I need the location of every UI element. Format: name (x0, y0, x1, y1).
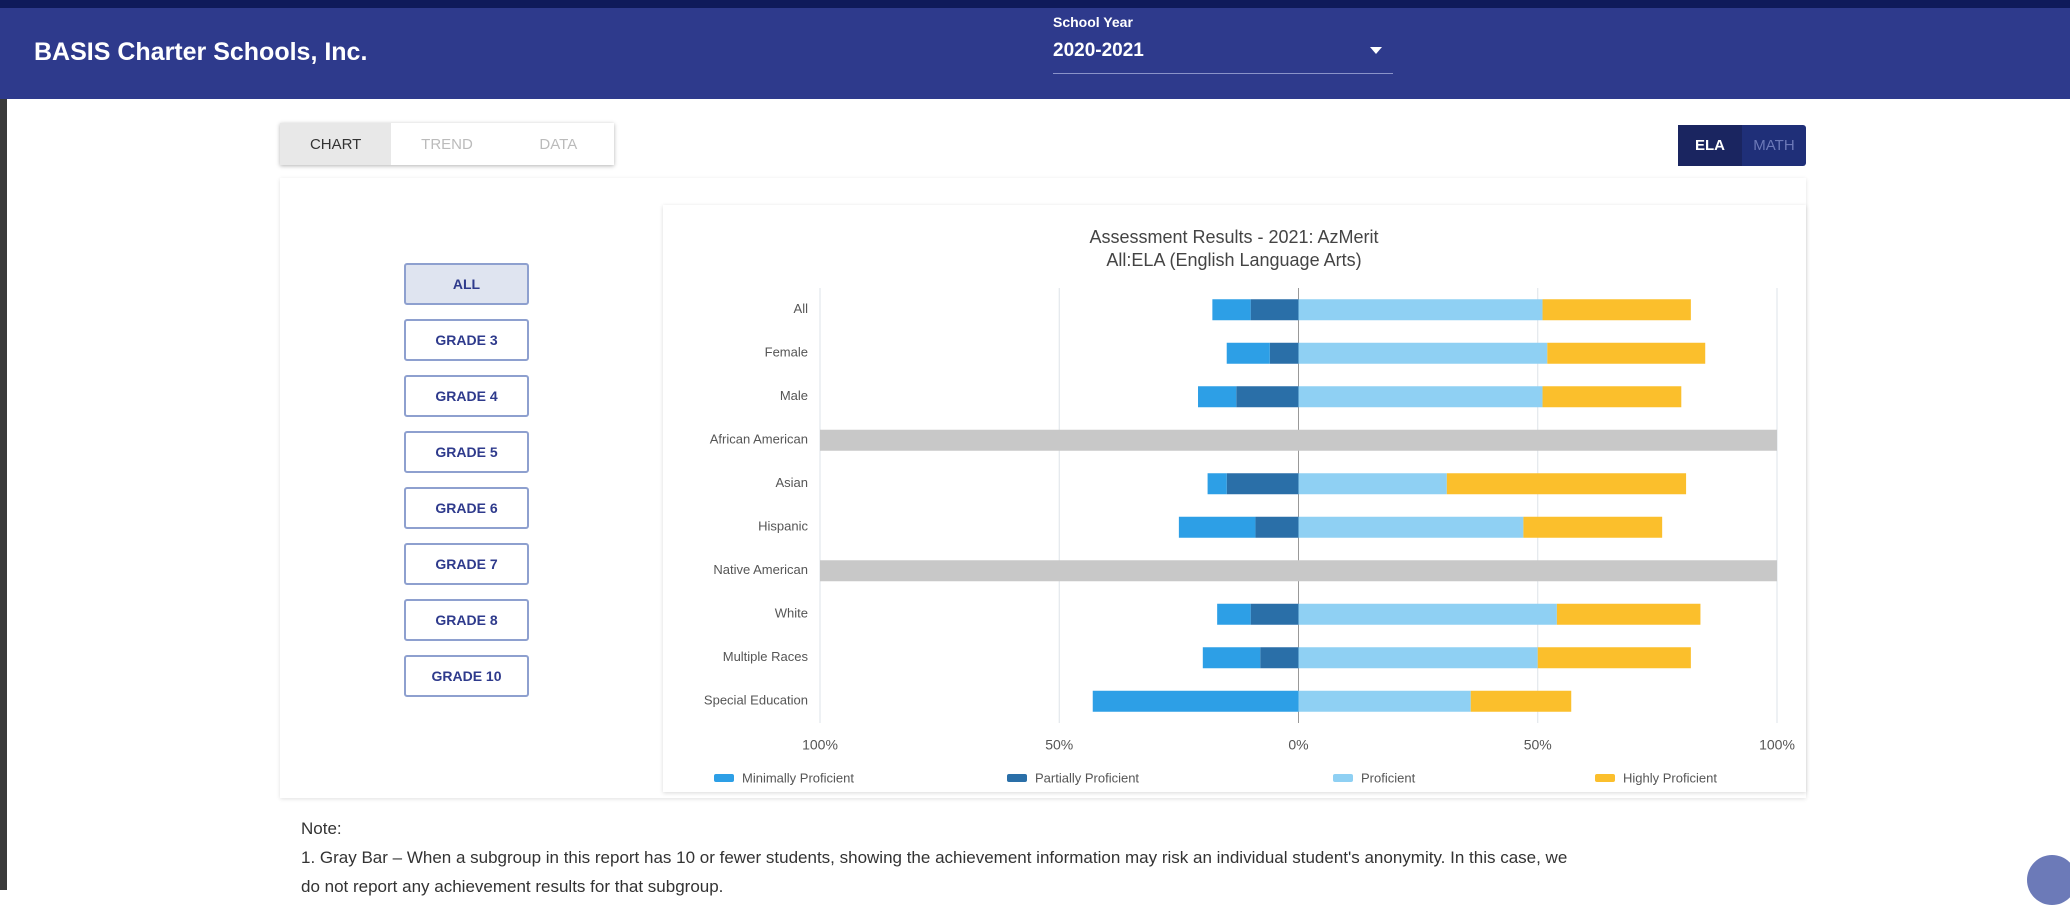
note-line: do not report any achievement results fo… (301, 877, 724, 896)
grade-button[interactable]: GRADE 6 (404, 487, 529, 529)
x-tick-label: 100% (802, 737, 838, 753)
note-line: 1. Gray Bar – When a subgroup in this re… (301, 848, 1568, 867)
subject-toggle: ELA MATH (1678, 125, 1806, 166)
grade-button[interactable]: GRADE 3 (404, 319, 529, 361)
bar-segment (1178, 516, 1256, 538)
legend-label: Highly Proficient (1623, 770, 1717, 785)
legend-label: Proficient (1361, 770, 1416, 785)
legend-swatch (1595, 774, 1615, 782)
bar-segment (1260, 647, 1299, 669)
legend-swatch (1333, 774, 1353, 782)
y-tick-label: Male (780, 388, 808, 403)
bar-segment (1298, 386, 1543, 408)
select-underline (1053, 73, 1393, 74)
x-tick-label: 50% (1045, 737, 1073, 753)
y-tick-label: Asian (775, 475, 808, 490)
y-tick-label: Special Education (704, 693, 808, 708)
view-tab[interactable]: DATA (539, 135, 578, 153)
bar-segment (1226, 342, 1270, 364)
grade-button[interactable]: GRADE 10 (404, 655, 529, 697)
x-tick-label: 100% (1759, 737, 1795, 753)
x-tick-label: 50% (1524, 737, 1552, 753)
x-tick-label: 0% (1288, 737, 1308, 753)
bar-segment (1092, 690, 1299, 712)
scroll-button[interactable] (2027, 855, 2070, 905)
bar-segment (1269, 342, 1299, 364)
bar-segment (1202, 647, 1261, 669)
note-heading: Note: (301, 819, 342, 838)
bar-segment (1250, 603, 1299, 625)
bar-segment (1298, 647, 1538, 669)
bar-segment (1250, 299, 1299, 321)
header (0, 8, 2070, 99)
bar-segment (1298, 342, 1548, 364)
chart-subtitle: All:ELA (English Language Arts) (1106, 250, 1361, 270)
bar-segment (1537, 647, 1691, 669)
suppressed-bar (820, 429, 1777, 451)
bar-segment (1470, 690, 1572, 712)
subject-tab[interactable]: MATH (1753, 137, 1795, 154)
grade-button[interactable]: GRADE 5 (404, 431, 529, 473)
view-tabs: CHART TREND DATA (280, 123, 614, 165)
top-strip (0, 0, 2070, 8)
bar-segment (1446, 473, 1687, 495)
dropdown-arrow[interactable] (1370, 47, 1382, 54)
grade-button[interactable]: ALL (404, 263, 529, 305)
bar-segment (1236, 386, 1299, 408)
legend-label: Minimally Proficient (742, 770, 854, 785)
suppressed-bar (820, 560, 1777, 582)
grade-button[interactable]: GRADE 4 (404, 375, 529, 417)
bar-segment (1298, 299, 1543, 321)
y-tick-label: Native American (713, 562, 808, 577)
bar-segment (1542, 299, 1691, 321)
bar-segment (1547, 342, 1706, 364)
y-tick-label: White (775, 606, 808, 621)
bar-segment (1298, 690, 1471, 712)
view-tab[interactable]: TREND (421, 135, 473, 153)
bar-segment (1298, 603, 1557, 625)
bar-segment (1207, 473, 1227, 495)
legend-label: Partially Proficient (1035, 770, 1139, 785)
grade-button[interactable]: GRADE 8 (404, 599, 529, 641)
bar-segment (1556, 603, 1701, 625)
school-year-label: School Year (1053, 14, 1133, 30)
y-tick-label: Female (765, 345, 808, 360)
bar-segment (1298, 473, 1447, 495)
legend-swatch (714, 774, 734, 782)
chart-title: Assessment Results - 2021: AzMerit (1089, 227, 1378, 247)
bar-segment (1523, 516, 1663, 538)
bar-segment (1542, 386, 1682, 408)
subject-tab[interactable]: ELA (1678, 125, 1742, 166)
y-tick-label: All (794, 301, 809, 316)
bar-segment (1212, 299, 1251, 321)
y-tick-label: African American (710, 432, 808, 447)
school-year-select[interactable]: 2020-2021 (1053, 40, 1144, 61)
bar-segment (1226, 473, 1299, 495)
chart-panel: Assessment Results - 2021: AzMerit All:E… (663, 205, 1806, 792)
site-title[interactable]: BASIS Charter Schools, Inc. (34, 38, 368, 66)
chart: Assessment Results - 2021: AzMerit All:E… (704, 227, 1795, 786)
grade-button[interactable]: GRADE 7 (404, 543, 529, 585)
bar-segment (1217, 603, 1251, 625)
bar-segment (1198, 386, 1237, 408)
view-tab[interactable]: CHART (280, 123, 392, 165)
y-tick-label: Multiple Races (723, 649, 809, 664)
left-edge (0, 99, 7, 890)
bar-segment (1255, 516, 1299, 538)
legend-swatch (1007, 774, 1027, 782)
bar-segment (1298, 516, 1524, 538)
y-tick-label: Hispanic (758, 519, 808, 534)
